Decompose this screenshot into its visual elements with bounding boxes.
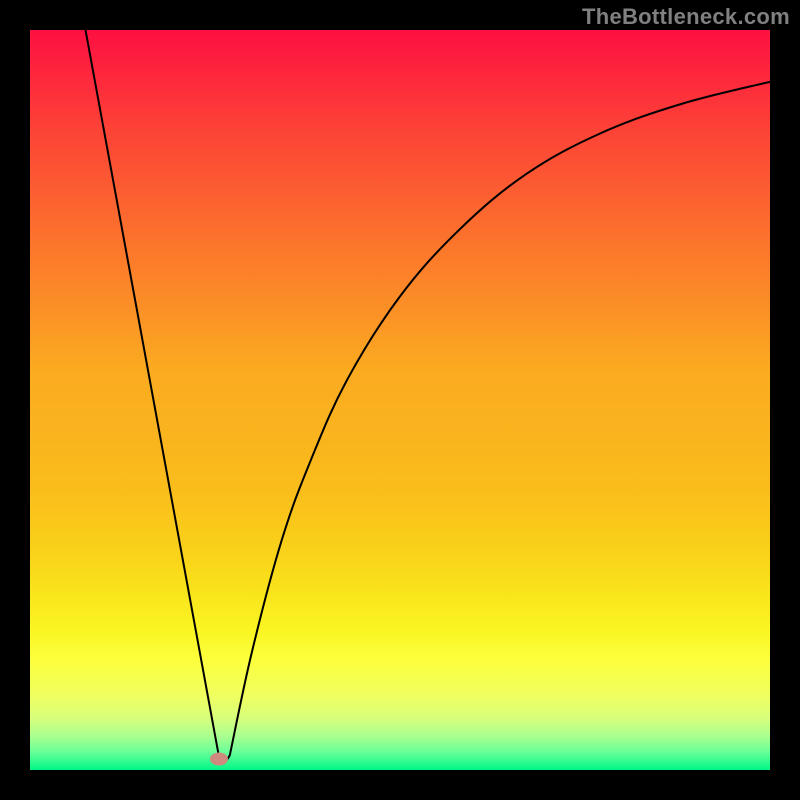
bottleneck-curve bbox=[30, 30, 770, 770]
watermark-text: TheBottleneck.com bbox=[582, 4, 790, 30]
curve-path bbox=[86, 30, 771, 761]
chart-container: TheBottleneck.com bbox=[0, 0, 800, 800]
plot-area bbox=[30, 30, 770, 770]
minimum-marker bbox=[210, 752, 228, 765]
